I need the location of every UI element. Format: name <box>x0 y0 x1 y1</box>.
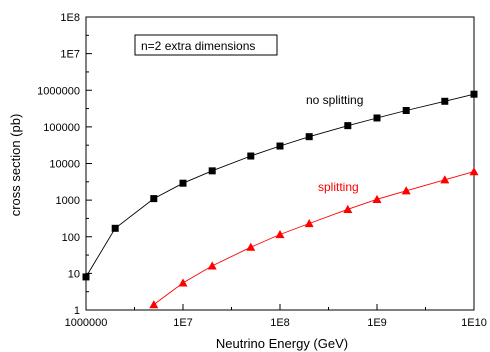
y-tick-label: 1000 <box>56 195 80 207</box>
axis-ticks: 1 10 100 1000 10000 100000 1000000 1E7 1E8 100000… <box>37 12 487 329</box>
y-tick-label: 10 <box>68 268 80 280</box>
y-tick-label: 100 <box>62 232 80 244</box>
series-layer <box>82 90 479 309</box>
data-point-no-splitting <box>150 195 158 203</box>
series-label-no-splitting: no splitting <box>306 93 363 107</box>
x-tick-label: 1000000 <box>65 317 108 329</box>
data-point-splitting <box>207 261 217 270</box>
data-point-splitting <box>178 278 188 287</box>
y-tick-label: 1E7 <box>60 49 80 61</box>
data-point-no-splitting <box>373 114 381 122</box>
data-point-no-splitting <box>402 106 410 114</box>
x-tick-label: 1E9 <box>367 317 387 329</box>
data-point-splitting <box>246 242 256 251</box>
series-no-splitting <box>82 90 478 281</box>
data-point-splitting <box>275 230 285 239</box>
y-tick-label: 1 <box>74 305 80 317</box>
y-tick-label: 100000 <box>43 122 80 134</box>
y-tick-label: 1E8 <box>60 12 80 24</box>
data-point-splitting <box>304 219 314 228</box>
data-point-no-splitting <box>276 142 284 150</box>
plot-area <box>85 16 475 311</box>
x-tick-label: 1E7 <box>173 317 193 329</box>
series-splitting <box>149 167 479 309</box>
data-point-no-splitting <box>305 133 313 141</box>
y-tick-label: 1000000 <box>37 85 80 97</box>
x-axis-label: Neutrino Energy (GeV) <box>216 336 348 351</box>
data-point-no-splitting <box>179 179 187 187</box>
x-tick-label: 1E10 <box>461 317 487 329</box>
data-point-splitting <box>469 167 479 176</box>
data-point-no-splitting <box>247 152 255 160</box>
annotation-box: n=2 extra dimensions <box>134 34 278 56</box>
data-point-no-splitting <box>470 90 478 98</box>
data-point-splitting <box>440 175 450 184</box>
series-label-splitting: splitting <box>318 180 359 194</box>
data-point-no-splitting <box>82 273 90 281</box>
y-axis-label: cross section (pb) <box>8 114 23 217</box>
data-point-splitting <box>149 300 159 309</box>
data-point-no-splitting <box>111 224 119 232</box>
x-tick-label: 1E8 <box>270 317 290 329</box>
annotation-box-text: n=2 extra dimensions <box>141 39 255 53</box>
data-point-splitting <box>401 186 411 195</box>
data-point-splitting <box>372 194 382 203</box>
series-line-splitting <box>153 171 475 305</box>
series-line-no-splitting <box>85 93 475 278</box>
y-tick-label: 10000 <box>49 159 80 171</box>
plot-border <box>85 16 475 311</box>
data-point-splitting <box>343 204 353 213</box>
data-point-no-splitting <box>344 122 352 130</box>
data-point-no-splitting <box>208 167 216 175</box>
data-point-no-splitting <box>441 97 449 105</box>
